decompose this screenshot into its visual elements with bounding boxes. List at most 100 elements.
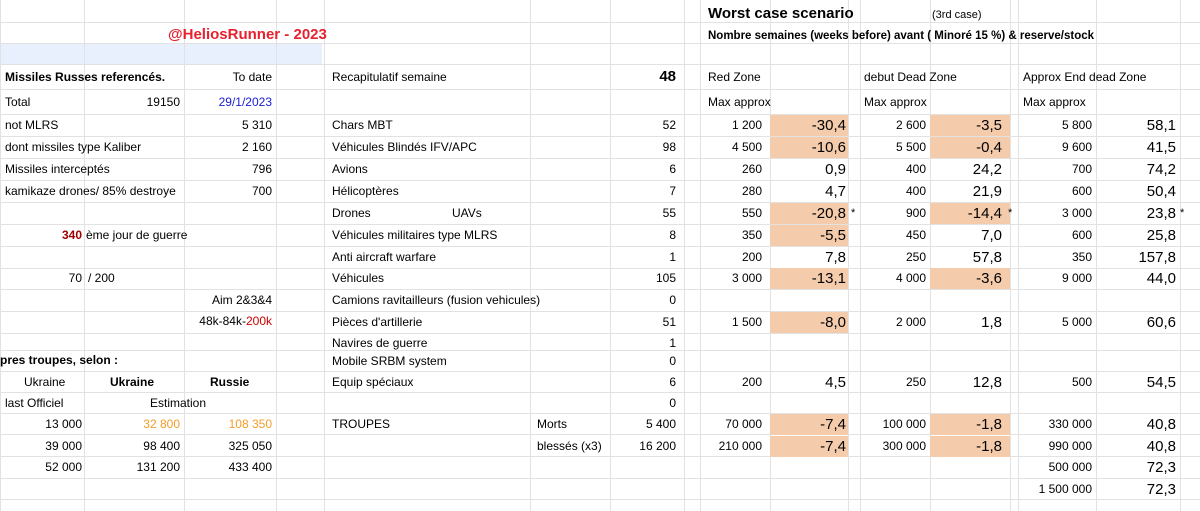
red-zone-weeks: 4,5: [825, 374, 846, 391]
grid-hline: [0, 456, 1200, 457]
grid-vline: [84, 0, 85, 511]
red-zone-weeks: -20,8: [811, 205, 846, 222]
grid-vline: [324, 0, 325, 511]
col-russie: Russie: [210, 375, 250, 389]
dead-end-max: 500 000: [1048, 460, 1092, 474]
dead-end-max: 700: [1071, 162, 1092, 176]
red-zone-highlight: [770, 225, 848, 246]
recap-row-label: Hélicoptères: [332, 184, 399, 198]
troop-russie: 325 050: [228, 439, 272, 453]
col-dead-end: Approx End dead Zone: [1023, 70, 1147, 84]
dead-end-max: 350: [1071, 250, 1092, 264]
recap-row-week: 6: [669, 162, 676, 176]
red-zone-max: 550: [741, 206, 762, 220]
grid-vline: [1180, 0, 1181, 511]
recap-row-week: 1: [669, 336, 676, 350]
dead-end-max: 5 000: [1061, 315, 1092, 329]
recap-row-label: Véhicules Blindés IFV/APC: [332, 140, 477, 154]
grid-hline: [0, 158, 1200, 159]
col-ukraine: Ukraine: [24, 375, 66, 389]
red-zone-weeks: [770, 479, 846, 500]
grid-hline: [0, 478, 1200, 479]
dead-end-weeks: 58,1: [1146, 117, 1176, 134]
recap-row-label: Anti aircraft warfare: [332, 250, 437, 264]
grid-hline: [0, 224, 1200, 225]
dead-start-weeks: -3,5: [976, 117, 1002, 134]
grid-hline: [0, 64, 1200, 65]
grid-hline: [0, 202, 1200, 203]
recap-row-week: 0: [669, 396, 676, 410]
dead-start-highlight: [930, 436, 1010, 457]
dead-start-max: 400: [905, 162, 926, 176]
dead-end-weeks: 40,8: [1146, 416, 1176, 433]
red-zone-max: [690, 351, 762, 372]
grid-vline: [1018, 0, 1019, 511]
drones-label: kamikaze drones/ 85% destroye: [5, 184, 176, 198]
recap-row-sub: Morts: [537, 417, 567, 431]
dead-start-max: 100 000: [882, 417, 926, 431]
red-zone-max: 1 500: [731, 315, 762, 329]
red-zone-max: 4 500: [731, 140, 762, 154]
dead-start-highlight: [930, 268, 1010, 289]
red-zone-weeks: 4,7: [825, 183, 846, 200]
recap-row-sub: blessés (x3): [537, 439, 602, 453]
red-zone-weeks: -30,4: [811, 117, 846, 134]
dead-start-max: 450: [905, 228, 926, 242]
red-zone-max: 1 200: [731, 118, 762, 132]
grid-hline: [0, 371, 1200, 372]
grid-vline: [684, 0, 685, 511]
last-officiel: last Officiel: [5, 396, 64, 410]
dead-start-highlight: [930, 115, 1010, 136]
grid-hline: [0, 434, 1200, 435]
red-zone-weeks: -13,1: [811, 270, 846, 287]
ds-max-approx: Max approx: [864, 95, 927, 109]
dead-end-weeks: 60,6: [1146, 314, 1176, 331]
dead-end-weeks: 41,5: [1146, 139, 1176, 156]
recap-row-week: 105: [655, 271, 676, 285]
estimation-label: Estimation: [150, 396, 207, 410]
ratio-sep: / 200: [88, 271, 115, 285]
kaliber-label: dont missiles type Kaliber: [5, 140, 142, 154]
grid-hline: [0, 114, 1200, 115]
dead-end-weeks: [1096, 393, 1176, 414]
troop-estimation: 32 800: [143, 417, 180, 431]
dead-start-max: [850, 479, 926, 500]
recap-row-label: Véhicules militaires type MLRS: [332, 228, 498, 242]
red-zone-weeks: -7,4: [820, 416, 846, 433]
dead-start-weeks: [930, 393, 1002, 414]
dead-start-weeks: -1,8: [976, 438, 1002, 455]
recap-row-label: Drones: [332, 206, 371, 220]
not-mlrs-label: not MLRS: [5, 118, 59, 132]
red-zone-max: [690, 290, 762, 311]
troops-heading: pres troupes, selon :: [0, 353, 119, 367]
grid-hline: [0, 268, 1200, 269]
troop-russie: 108 350: [228, 417, 272, 431]
grid-vline: [770, 0, 771, 511]
grid-hline: [0, 413, 1200, 414]
recap-row-label: Camions ravitailleurs (fusion vehicules): [332, 293, 541, 307]
dead-end-max: 600: [1071, 228, 1092, 242]
dead-start-weeks: 21,9: [972, 183, 1002, 200]
subtitle: Nombre semaines (weeks before) avant ( M…: [708, 30, 1095, 42]
red-zone-max: 200: [741, 375, 762, 389]
dead-end-weeks: 23,8: [1146, 205, 1176, 222]
red-zone-highlight: [770, 115, 848, 136]
dead-start-max: 5 500: [895, 140, 926, 154]
dead-start-max: 4 000: [895, 271, 926, 285]
case-label: (3rd case): [932, 9, 982, 21]
dead-start-weeks: [930, 290, 1002, 311]
dead-start-weeks: -14,4: [967, 205, 1002, 222]
red-zone-weeks: 0,9: [825, 161, 846, 178]
grid-hline: [0, 246, 1200, 247]
red-max-approx: Max approx: [708, 95, 771, 109]
dead-end-weeks: 157,8: [1138, 249, 1176, 266]
dead-end-weeks: 72,3: [1146, 459, 1176, 476]
not-mlrs-value: 5 310: [241, 118, 272, 132]
dead-end-max: 990 000: [1048, 439, 1092, 453]
red-zone-max: [690, 457, 762, 478]
red-zone-highlight: [770, 268, 848, 289]
grid-vline: [1096, 0, 1097, 511]
recap-row-week: 0: [669, 293, 676, 307]
grid-hline: [0, 392, 1200, 393]
